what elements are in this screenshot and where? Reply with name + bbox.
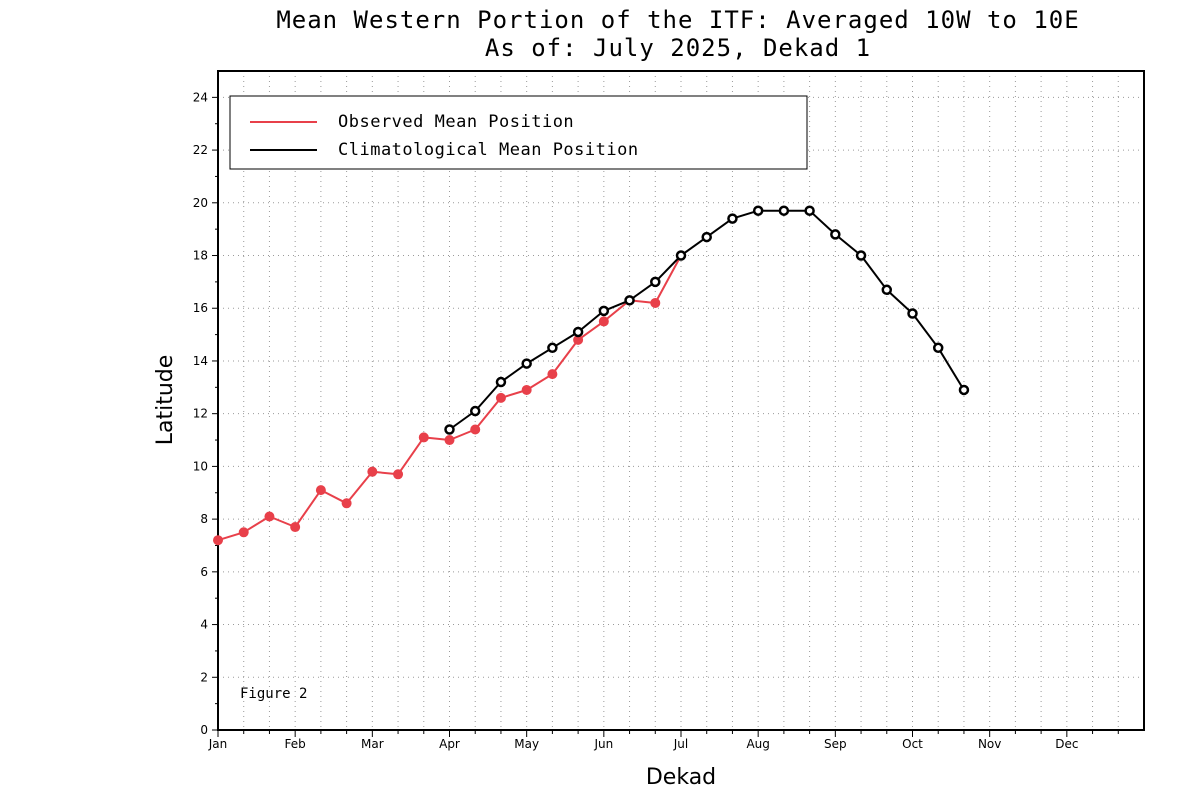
x-tick-label: Jun: [593, 737, 613, 751]
y-tick-label: 6: [200, 565, 208, 579]
x-tick-label: Mar: [361, 737, 384, 751]
climatological-point: [778, 205, 790, 216]
climatological-point: [752, 205, 764, 216]
observed-point: [418, 432, 429, 443]
x-tick-label: Oct: [902, 737, 923, 751]
observed-point: [238, 527, 249, 538]
y-tick-label: 24: [193, 90, 208, 104]
x-tick-label: Aug: [746, 737, 769, 751]
y-tick-label: 14: [193, 354, 208, 368]
climatological-point: [881, 284, 893, 296]
y-tick-label: 10: [193, 459, 208, 473]
climatological-point: [521, 358, 532, 369]
climatological-point: [598, 305, 610, 317]
observed-point: [315, 485, 326, 496]
y-tick-label: 18: [193, 249, 208, 263]
y-tick-label: 12: [193, 407, 208, 421]
y-tick-label: 4: [200, 618, 208, 632]
series-line-observed: [217, 255, 682, 542]
observed-point: [264, 511, 275, 522]
x-axis-title: Dekad: [646, 765, 716, 790]
observed-point: [547, 369, 558, 380]
x-tick-label: Jan: [208, 737, 228, 751]
observed-point: [521, 384, 532, 395]
observed-point: [598, 316, 609, 327]
observed-point: [213, 535, 223, 546]
climatological-point: [469, 405, 481, 417]
y-tick-label: 16: [193, 301, 208, 315]
observed-point: [341, 498, 352, 509]
legend-label-observed: Observed Mean Position: [338, 112, 574, 132]
observed-point: [393, 469, 404, 480]
x-tick-label: Jul: [673, 737, 688, 751]
y-tick-label: 8: [200, 512, 208, 526]
legend-label-climatological: Climatological Mean Position: [338, 140, 639, 160]
climatological-point: [958, 384, 970, 396]
observed-point: [290, 522, 301, 533]
climatological-point: [444, 424, 455, 435]
climatological-point: [727, 213, 738, 224]
x-tick-label: Nov: [978, 737, 1001, 751]
climatological-point: [650, 276, 661, 288]
y-tick-label: 20: [193, 196, 208, 210]
observed-point: [367, 466, 378, 477]
x-tick-label: Sep: [824, 737, 847, 751]
figure-annotation: Figure 2: [240, 686, 307, 702]
x-tick-label: Apr: [439, 737, 460, 751]
observed-point: [444, 435, 455, 446]
chart-title: Mean Western Portion of the ITF: Average…: [276, 6, 1079, 34]
chart-subtitle: As of: July 2025, Dekad 1: [485, 34, 871, 62]
climatological-point: [547, 342, 558, 354]
x-tick-label: May: [514, 737, 539, 751]
climatological-point: [932, 342, 944, 354]
x-tick-label: Feb: [285, 737, 306, 751]
data-series: [213, 205, 970, 546]
observed-point: [495, 392, 506, 403]
y-axis-title: Latitude: [153, 355, 178, 446]
grid-lines: [218, 71, 1144, 730]
legend: Observed Mean Position Climatological Me…: [229, 95, 808, 170]
observed-point: [470, 424, 481, 435]
y-tick-label: 22: [193, 143, 208, 157]
y-tick-label: 0: [200, 723, 208, 737]
x-tick-label: Dec: [1055, 737, 1078, 751]
climatological-point: [855, 250, 867, 261]
y-tick-label: 2: [200, 670, 208, 684]
climatological-point: [907, 308, 918, 319]
legend-box: [229, 95, 808, 170]
climatological-point: [495, 376, 507, 388]
climatological-point: [701, 231, 712, 243]
observed-point: [650, 297, 661, 308]
climatological-point: [675, 250, 687, 261]
climatological-point: [624, 295, 635, 306]
climatological-point: [804, 205, 815, 216]
climatological-point: [572, 326, 584, 338]
climatological-point: [830, 229, 841, 240]
